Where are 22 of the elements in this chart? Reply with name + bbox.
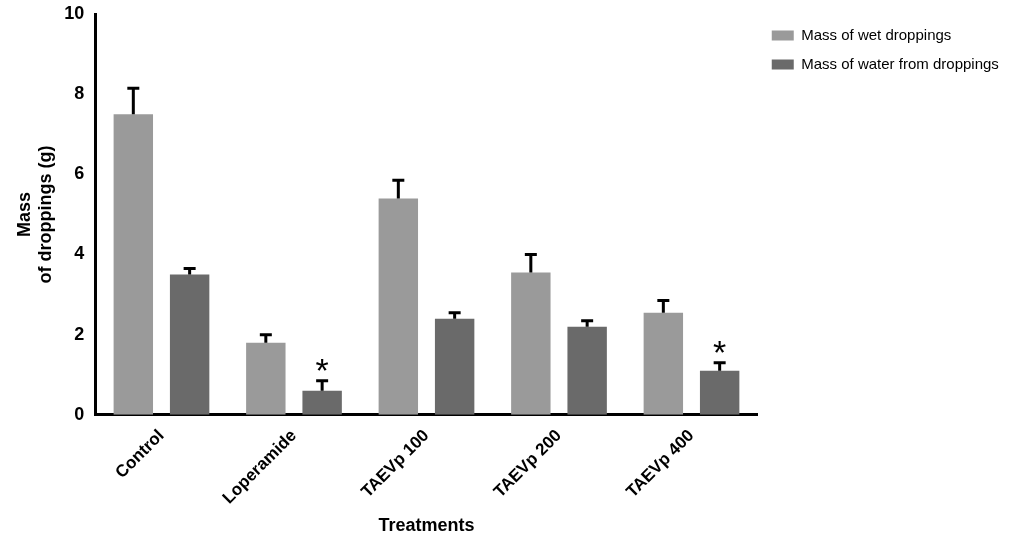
bar bbox=[567, 326, 607, 415]
annotation: * bbox=[713, 333, 727, 372]
bar bbox=[302, 390, 342, 415]
bar bbox=[511, 272, 551, 415]
y-tick-label: 4 bbox=[74, 243, 85, 264]
bar bbox=[246, 342, 286, 415]
bar bbox=[699, 370, 740, 415]
legend-label: Mass of wet droppings bbox=[801, 25, 952, 43]
annotation: * bbox=[315, 351, 329, 390]
bar bbox=[643, 312, 684, 415]
bar bbox=[434, 318, 475, 415]
x-axis-title: Treatments bbox=[378, 515, 475, 536]
bar bbox=[113, 114, 154, 415]
bar bbox=[378, 198, 419, 415]
y-tick-label: 2 bbox=[74, 323, 85, 344]
y-axis-title: Mass of droppings (g) bbox=[13, 145, 56, 284]
y-tick-label: 10 bbox=[64, 2, 85, 23]
legend-label: Mass of water from droppings bbox=[801, 54, 999, 72]
y-tick-label: 8 bbox=[74, 83, 85, 104]
y-tick-label: 0 bbox=[74, 403, 85, 424]
y-tick-label: 6 bbox=[74, 163, 85, 184]
bar bbox=[169, 274, 210, 415]
